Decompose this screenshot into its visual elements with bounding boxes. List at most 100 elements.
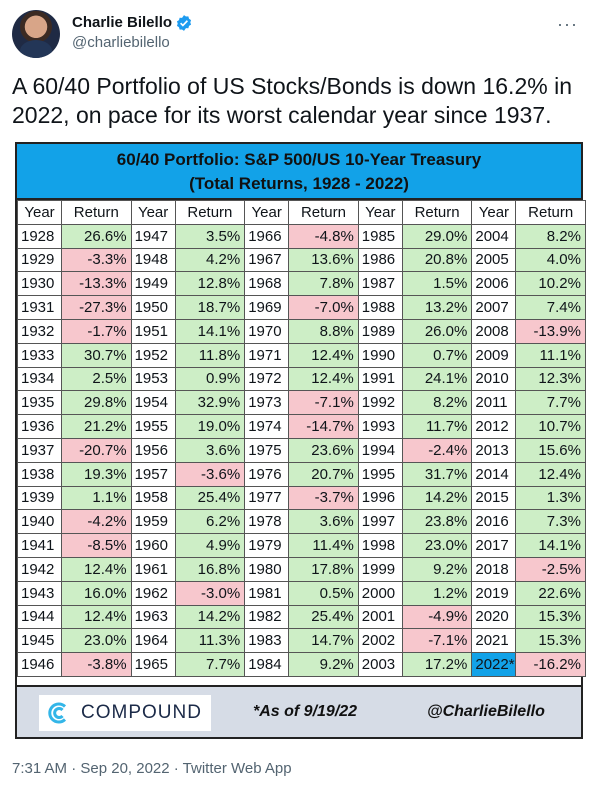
table-row: 1934 2.5% 1953 0.9% 1972 12.4% 1991 24.1% 2010 12… [17, 366, 586, 392]
return-cell: -7.1% [401, 628, 473, 654]
return-cell: 13.2% [401, 295, 473, 320]
year-cell: 1972 [244, 366, 290, 392]
return-cell: 12.3% [515, 366, 586, 392]
table-row: 1932 -1.7% 1951 14.1% 1970 8.8% 1989 26.0% 2008-… [17, 318, 586, 344]
return-cell: 1.3% [515, 485, 586, 511]
year-cell: 2000 [357, 580, 403, 606]
return-cell: 18.7% [174, 295, 246, 320]
year-cell: 1988 [357, 295, 403, 320]
avatar[interactable] [12, 10, 60, 58]
return-cell: 14.2% [401, 485, 473, 511]
return-cell: 31.7% [401, 461, 473, 487]
year-cell: 1977 [244, 485, 290, 511]
more-options-icon[interactable]: ··· [557, 14, 578, 34]
year-cell: 1928 [17, 223, 62, 249]
year-cell: 2007 [471, 295, 517, 320]
return-cell: -20.7% [61, 437, 132, 463]
return-cell: 6.2% [174, 509, 246, 535]
return-cell: 20.7% [288, 461, 359, 487]
year-cell: 2013 [471, 437, 517, 463]
year-cell: 1966 [244, 223, 290, 249]
year-cell: 1975 [244, 437, 290, 463]
return-cell: 21.2% [61, 414, 132, 439]
year-cell: 2012 [471, 414, 517, 439]
returns-table: Year Return Year Return Year Return Year Return… [17, 200, 586, 677]
year-cell: 1971 [244, 342, 290, 368]
year-cell: 1976 [244, 461, 290, 487]
year-cell: 1962 [130, 580, 176, 606]
return-cell: 12.4% [288, 366, 359, 392]
author-block: Charlie Bilello @charliebilello [72, 13, 193, 53]
return-cell: 14.1% [515, 533, 586, 558]
table-row: 1933 30.7% 1952 11.8% 1971 12.4% 1990 0.7% 2009 1… [17, 342, 586, 368]
return-cell: 10.7% [515, 414, 586, 439]
return-cell: -3.3% [61, 247, 132, 273]
column-header-return: Return [174, 200, 246, 225]
return-cell: 0.7% [401, 342, 473, 368]
year-cell: 1980 [244, 556, 290, 582]
return-cell: 17.8% [288, 556, 359, 582]
return-cell: -1.7% [61, 318, 132, 344]
return-cell: 1.2% [401, 580, 473, 606]
return-cell: 12.4% [61, 556, 132, 582]
column-header-return: Return [515, 200, 586, 225]
year-cell: 1949 [130, 271, 176, 297]
year-cell: 1992 [357, 390, 403, 416]
return-cell: 0.5% [288, 580, 359, 606]
table-row: 1939 1.1% 1958 25.4% 1977 -3.7% 1996 14.2% 2015 1… [17, 485, 586, 511]
year-cell: 1986 [357, 247, 403, 273]
year-cell: 2016 [471, 509, 517, 535]
year-cell: 1954 [130, 390, 176, 416]
return-cell: -7.0% [288, 295, 359, 320]
table-row: 1928 26.6% 1947 3.5% 1966 -4.8% 1985 29.0% 2004 8… [17, 223, 586, 249]
author-name-row[interactable]: Charlie Bilello [72, 13, 193, 33]
year-cell: 2009 [471, 342, 517, 368]
return-cell: 17.2% [401, 652, 473, 677]
return-cell: -4.9% [401, 604, 473, 630]
year-cell: 2006 [471, 271, 517, 297]
tweet-timestamp[interactable]: 7:31 AM · Sep 20, 2022 · Twitter Web App [12, 760, 292, 777]
return-cell: -13.3% [61, 271, 132, 297]
year-cell: 2019 [471, 580, 517, 606]
return-cell: 15.3% [515, 628, 586, 654]
return-cell: 30.7% [61, 342, 132, 368]
return-cell: 13.6% [288, 247, 359, 273]
return-cell: 29.8% [61, 390, 132, 416]
return-cell: 1.1% [61, 485, 132, 511]
return-cell: -3.6% [174, 461, 246, 487]
year-cell: 1932 [17, 318, 62, 344]
table-title-line1: 60/40 Portfolio: S&P 500/US 10-Year Trea… [116, 150, 482, 169]
year-cell: 1996 [357, 485, 403, 511]
table-row: 1943 16.0% 1962 -3.0% 1981 0.5% 2000 1.2% 2019 22… [17, 580, 586, 606]
table-row: 1940 -4.2% 1959 6.2% 1978 3.6% 1997 23.8% 2016 7.… [17, 509, 586, 535]
return-cell: 10.2% [515, 271, 586, 297]
return-cell: 12.4% [61, 604, 132, 630]
return-cell: 7.3% [515, 509, 586, 535]
footer-handle: @CharlieBilello [427, 703, 545, 720]
year-cell: 1981 [244, 580, 290, 606]
year-cell: 2010 [471, 366, 517, 392]
return-cell: 25.4% [174, 485, 246, 511]
author-handle[interactable]: @charliebilello [72, 34, 170, 51]
return-cell: 2.5% [61, 366, 132, 392]
return-cell: -3.8% [61, 652, 132, 677]
return-cell: 15.3% [515, 604, 586, 630]
year-cell: 1933 [17, 342, 62, 368]
compound-logo-text: COMPOUND [81, 702, 202, 723]
tweet-image[interactable]: 60/40 Portfolio: S&P 500/US 10-Year Trea… [15, 142, 586, 739]
return-cell: 7.4% [515, 295, 586, 320]
year-cell: 1991 [357, 366, 403, 392]
author-name[interactable]: Charlie Bilello [72, 14, 173, 31]
return-cell: 7.7% [174, 652, 246, 677]
year-cell: 1983 [244, 628, 290, 654]
column-header-year: Year [244, 200, 290, 225]
return-cell: 7.7% [515, 390, 586, 416]
column-header-year: Year [17, 200, 62, 225]
year-cell: 1942 [17, 556, 62, 582]
table-row: 1938 19.3% 1957 -3.6% 1976 20.7% 1995 31.7% 2014… [17, 461, 586, 487]
year-cell: 1958 [130, 485, 176, 511]
as-of-note: *As of 9/19/22 [253, 703, 358, 720]
year-cell: 1930 [17, 271, 62, 297]
year-cell: 2018 [471, 556, 517, 582]
year-cell: 1964 [130, 628, 176, 654]
